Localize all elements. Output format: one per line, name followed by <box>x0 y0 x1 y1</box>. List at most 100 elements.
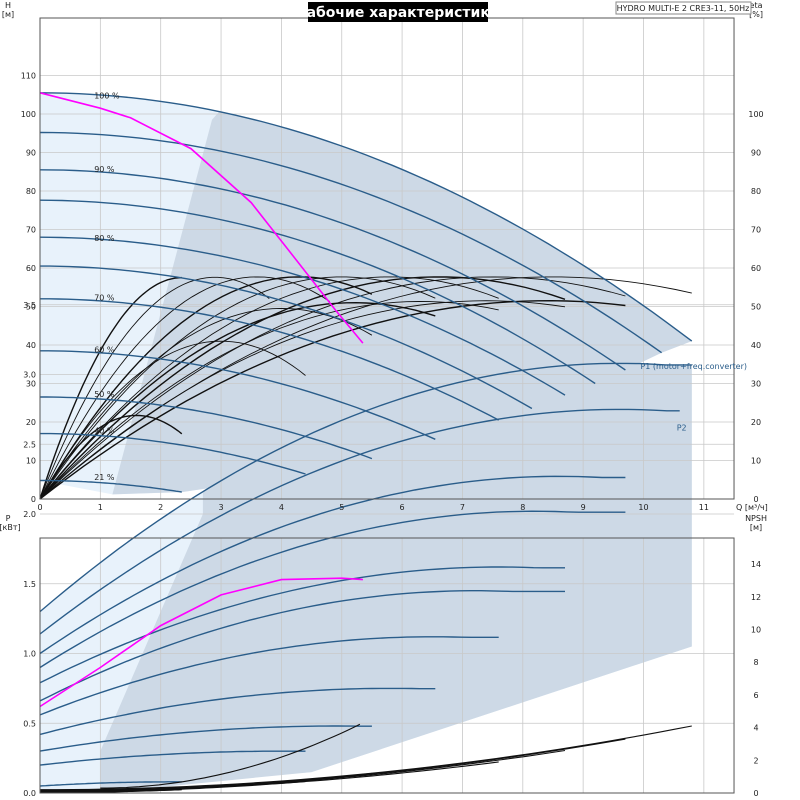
npsh-tick-label: 10 <box>751 626 761 635</box>
chart-curves <box>39 92 693 794</box>
qh-duty-curve <box>39 92 364 344</box>
efficiency-curve <box>39 276 270 500</box>
qh-curve <box>39 131 663 354</box>
x-tick-label: 4 <box>279 503 284 512</box>
power-tick-label: 0.5 <box>23 719 36 728</box>
y-left-tick-label: 90 <box>26 149 36 158</box>
power-series-label: P2 <box>677 424 687 433</box>
y-left-axis-label: H <box>5 1 11 10</box>
x-tick-label: 8 <box>520 503 525 512</box>
speed-percent-label: 100 % <box>94 92 120 101</box>
power-tick-label: 3.0 <box>23 371 36 380</box>
y-left-tick-label: 100 <box>21 110 36 119</box>
efficiency-curve <box>39 299 626 500</box>
power-curve <box>39 566 565 684</box>
y-left-tick-label: 70 <box>26 226 36 235</box>
x-tick-label: 3 <box>219 503 224 512</box>
npsh-curve <box>100 723 361 789</box>
npsh-tick-label: 12 <box>751 593 761 602</box>
x-tick-label: 0 <box>37 503 42 512</box>
npsh-tick-label: 14 <box>751 560 761 569</box>
chart-labels: 0 1 2 3 4 5 6 7 8 9 10 11 Q [м³/ч]010203040506070809… <box>0 1 768 798</box>
speed-percent-label: 21 % <box>94 473 115 482</box>
efficiency-curve <box>39 301 436 500</box>
qh-curve <box>39 92 693 342</box>
chart-background <box>40 92 692 793</box>
npsh-tick-label: 0 <box>753 789 758 798</box>
efficiency-curve <box>39 300 566 500</box>
npsh-axis-unit: [м] <box>750 523 762 532</box>
y-left-tick-label: 40 <box>26 341 36 350</box>
speed-percent-label: 90 % <box>94 165 115 174</box>
power-axis-unit: [кВт] <box>0 523 21 532</box>
y-right-tick-label: 20 <box>751 418 761 427</box>
power-curve <box>39 725 372 752</box>
npsh-tick-label: 8 <box>753 658 758 667</box>
speed-percent-label: 50 % <box>94 390 115 399</box>
npsh-curve <box>40 772 372 793</box>
y-right-tick-label: 70 <box>751 226 761 235</box>
model-label: HYDRO MULTI-E 2 CRE3-11, 50Hz <box>617 4 750 13</box>
power-axis-label: P <box>6 514 11 523</box>
npsh-tick-label: 2 <box>753 756 758 765</box>
y-right-tick-label: 10 <box>751 457 761 466</box>
power-tick-label: 2.0 <box>23 510 36 519</box>
efficiency-curve <box>39 276 373 500</box>
y-left-tick-label: 80 <box>26 187 36 196</box>
y-left-tick-label: 50 <box>26 303 36 312</box>
qh-curve <box>39 169 626 371</box>
x-tick-label: 2 <box>158 503 163 512</box>
y-right-tick-label: 100 <box>748 110 763 119</box>
y-right-tick-label: 30 <box>751 380 761 389</box>
qh-curve <box>40 432 306 475</box>
power-series-label: P1 (motor+freq.converter) <box>640 362 747 371</box>
efficiency-curve <box>39 340 306 500</box>
power-tick-label: 1.5 <box>23 580 36 589</box>
efficiency-curve <box>39 276 566 500</box>
x-axis-label: Q [м³/ч] <box>736 503 768 512</box>
y-right-tick-label: 0 <box>753 495 758 504</box>
speed-percent-label: 80 % <box>94 234 115 243</box>
y-left-tick-label: 30 <box>26 380 36 389</box>
efficiency-curve <box>39 276 330 500</box>
y-left-axis-unit: [м] <box>2 10 14 19</box>
y-left-tick-label: 10 <box>26 457 36 466</box>
efficiency-curve <box>39 301 499 500</box>
x-tick-label: 1 <box>98 503 103 512</box>
power-curve <box>39 781 182 787</box>
power-tick-label: 2.5 <box>23 440 36 449</box>
x-tick-label: 9 <box>581 503 586 512</box>
speed-percent-label: 70 % <box>94 294 115 303</box>
qh-curve <box>40 265 533 410</box>
efficiency-curve <box>39 276 436 500</box>
npsh-tick-label: 4 <box>753 724 758 733</box>
power-tick-label: 3.5 <box>23 301 36 310</box>
title-banner <box>308 2 488 22</box>
power-envelope-inner <box>100 363 692 793</box>
efficiency-curve <box>39 276 626 500</box>
power-curve <box>39 510 626 669</box>
power-curve <box>39 362 692 613</box>
qh-curve <box>40 396 373 460</box>
y-right-tick-label: 80 <box>751 187 761 196</box>
y-right-tick-label: 90 <box>751 149 761 158</box>
y-left-tick-label: 0 <box>31 495 36 504</box>
power-tick-label: 0.0 <box>23 789 36 798</box>
efficiency-curve <box>39 276 182 500</box>
y-left-tick-label: 110 <box>21 72 36 81</box>
efficiency-curve <box>39 276 692 500</box>
qh-curve <box>40 298 500 421</box>
power-curve <box>39 408 680 635</box>
y-right-axis-label: eta <box>750 1 763 10</box>
qh-curve <box>40 479 182 493</box>
qh-curve <box>40 350 436 440</box>
power-curve <box>39 687 436 736</box>
x-tick-label: 6 <box>400 503 405 512</box>
power-curve <box>39 750 306 766</box>
y-left-tick-label: 60 <box>26 264 36 273</box>
x-tick-label: 5 <box>339 503 344 512</box>
speed-percent-label: 40 % <box>94 427 115 436</box>
x-tick-label: 11 <box>699 503 709 512</box>
y-left-tick-label: 20 <box>26 418 36 427</box>
qh-curve <box>39 199 596 385</box>
